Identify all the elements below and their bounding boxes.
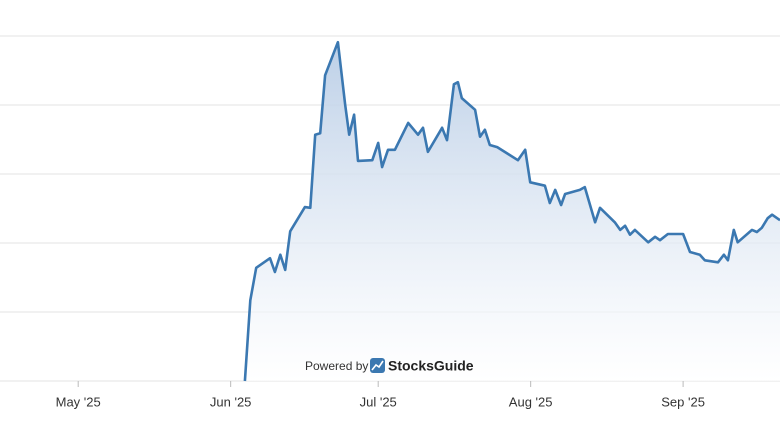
x-tick-label: May '25: [56, 394, 101, 409]
x-tick-label: Aug '25: [509, 394, 553, 409]
x-tick-label: Jun '25: [210, 394, 252, 409]
plot: [243, 40, 780, 382]
watermark-brand: StocksGuide: [388, 358, 474, 374]
x-axis: May '25 Jun '25 Jul '25 Aug '25 Sep '25: [56, 381, 705, 409]
watermark-prefix: Powered by: [305, 359, 368, 373]
x-tick-label: Sep '25: [661, 394, 705, 409]
line: [243, 40, 780, 382]
watermark-icon-line: [371, 360, 384, 371]
area: [244, 42, 780, 381]
watermark: Powered by StocksGuide: [305, 358, 474, 374]
x-tick-label: Jul '25: [360, 394, 397, 409]
